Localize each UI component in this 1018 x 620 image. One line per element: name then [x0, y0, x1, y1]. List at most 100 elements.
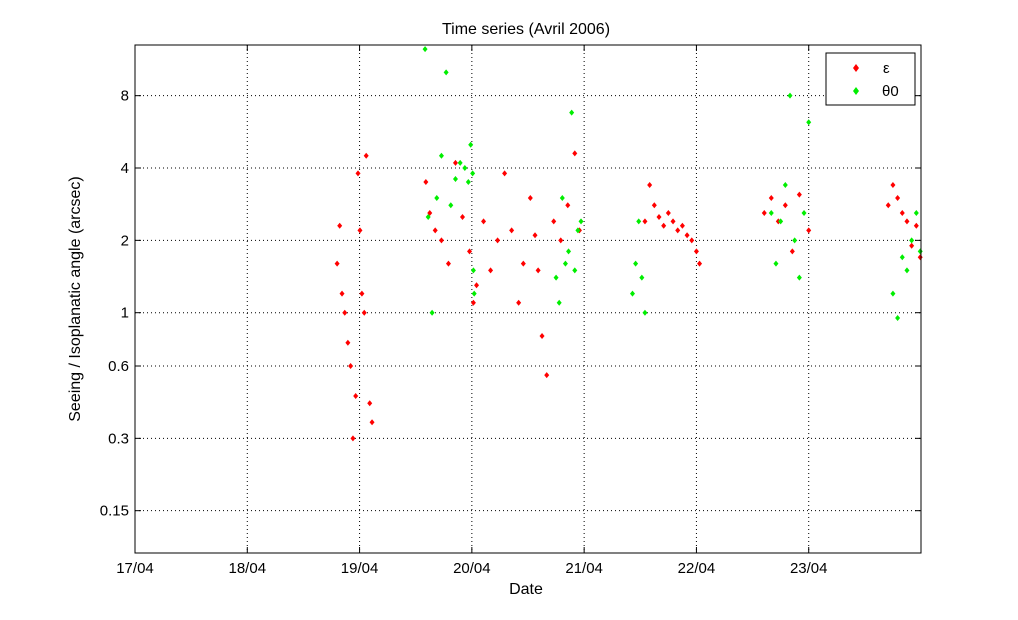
data-point: [665, 209, 671, 216]
data-point: [445, 260, 451, 267]
data-point: [470, 299, 476, 306]
data-point: [339, 290, 345, 297]
data-point: [636, 218, 642, 225]
data-point: [787, 92, 793, 99]
data-point: [885, 202, 891, 209]
x-tick-label: 20/04: [453, 560, 491, 577]
data-point: [357, 227, 363, 234]
data-point: [890, 290, 896, 297]
data-point: [470, 267, 476, 274]
data-point: [559, 195, 565, 202]
legend-marker-theta0: [853, 87, 859, 95]
y-tick-label: 2: [121, 232, 129, 249]
data-point: [423, 178, 429, 185]
data-point: [761, 209, 767, 216]
data-point: [516, 299, 522, 306]
data-point: [348, 363, 354, 370]
data-point: [796, 274, 802, 281]
data-point: [801, 209, 807, 216]
legend-marker-epsilon: [853, 64, 859, 72]
legend-label-theta0: θ0: [882, 83, 899, 100]
data-point: [355, 170, 361, 177]
data-point: [904, 267, 910, 274]
data-point: [566, 248, 572, 255]
data-point: [434, 195, 440, 202]
data-point: [467, 248, 473, 255]
data-point: [773, 260, 779, 267]
data-point: [684, 232, 690, 239]
data-point: [633, 260, 639, 267]
data-point: [337, 222, 343, 229]
data-point: [895, 315, 901, 322]
data-point: [544, 372, 550, 379]
data-point: [904, 218, 910, 225]
data-point: [890, 181, 896, 188]
data-point: [551, 218, 557, 225]
data-point: [353, 393, 359, 400]
x-tick-label: 23/04: [790, 560, 828, 577]
data-point: [350, 435, 356, 442]
data-point: [558, 237, 564, 244]
data-point: [899, 254, 905, 261]
x-axis-label: Date: [509, 581, 543, 598]
data-point: [789, 248, 795, 255]
data-point: [782, 181, 788, 188]
data-point: [782, 202, 788, 209]
data-point: [562, 260, 568, 267]
data-point: [452, 176, 458, 183]
data-point: [670, 218, 676, 225]
data-point: [363, 152, 369, 159]
data-point: [448, 202, 454, 209]
data-point: [656, 214, 662, 221]
data-point: [651, 202, 657, 209]
data-point: [639, 274, 645, 281]
data-point: [535, 267, 541, 274]
data-point: [422, 46, 428, 53]
data-point: [509, 227, 515, 234]
grid-lines: [135, 45, 921, 553]
y-tick-label: 0.3: [108, 430, 129, 447]
data-point: [367, 400, 373, 407]
data-point: [481, 218, 487, 225]
data-point: [792, 237, 798, 244]
data-point: [806, 227, 812, 234]
plot-area: [134, 44, 922, 554]
data-point: [768, 209, 774, 216]
legend: ε θ0: [825, 52, 916, 106]
data-point: [457, 159, 463, 166]
data-point: [502, 170, 508, 177]
data-point: [697, 260, 703, 267]
y-tick-label: 0.6: [108, 358, 129, 375]
data-point: [575, 227, 581, 234]
data-point: [913, 209, 919, 216]
data-point: [899, 209, 905, 216]
y-axis-label: Seeing / Isoplanatic angle (arcsec): [67, 176, 84, 421]
chart-title: Time series (Avril 2006): [442, 21, 610, 38]
data-point: [474, 282, 480, 289]
data-point: [895, 195, 901, 202]
data-point: [520, 260, 526, 267]
data-point: [425, 214, 431, 221]
data-point: [342, 309, 348, 316]
data-point: [642, 309, 648, 316]
data-point: [629, 290, 635, 297]
data-point: [369, 419, 375, 426]
data-point: [553, 274, 559, 281]
axis-ticks: 17/04 18/04 19/04 20/04 21/04 22/04 23/04 0.15 0…: [100, 45, 921, 577]
data-point: [443, 69, 449, 76]
data-point: [806, 119, 812, 126]
legend-box: [825, 52, 916, 106]
data-point: [675, 227, 681, 234]
data-point: [334, 260, 340, 267]
data-point: [642, 218, 648, 225]
data-point: [572, 267, 578, 274]
data-point: [432, 227, 438, 234]
y-tick-label: 1: [121, 305, 129, 322]
data-point: [460, 214, 465, 221]
data-point: [359, 290, 365, 297]
data-point: [495, 237, 501, 244]
y-tick-label: 8: [121, 88, 129, 105]
data-point: [569, 109, 575, 116]
legend-label-epsilon: ε: [883, 60, 890, 77]
